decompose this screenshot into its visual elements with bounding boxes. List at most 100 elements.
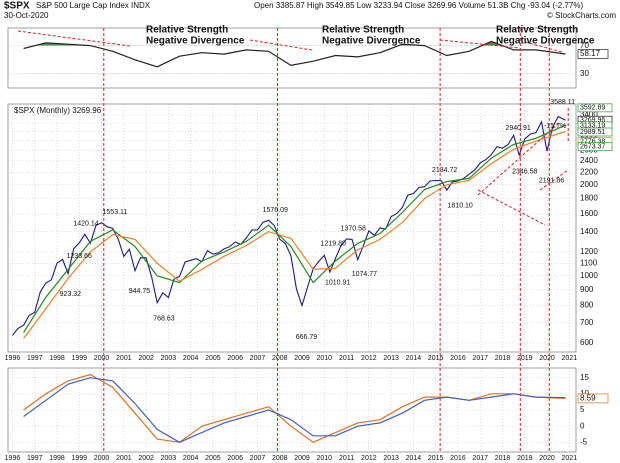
- x-tick-label: 2015: [428, 455, 444, 462]
- y-tick-label: 1800: [580, 194, 598, 203]
- y-tick-label: 1600: [580, 209, 598, 218]
- right-value-label: 2776.38: [580, 139, 605, 146]
- x-tick-label: 2014: [406, 355, 422, 362]
- x-tick-label: 2018: [495, 355, 511, 362]
- series-line: [23, 377, 566, 443]
- rsi-oversold-area: [23, 73, 566, 74]
- annotation: Relative Strength: [496, 25, 578, 36]
- x-tick-label: 2002: [138, 355, 154, 362]
- x-tick-label: 2010: [317, 355, 333, 362]
- x-tick-label: 2018: [495, 455, 511, 462]
- x-tick-label: 2009: [294, 455, 310, 462]
- y-tick-label: 15: [580, 373, 589, 382]
- y-tick-label: 1200: [580, 247, 598, 256]
- series-line: [12, 115, 566, 336]
- symbol: $SPX: [4, 1, 30, 12]
- y-tick-label: 2200: [580, 167, 598, 176]
- peak-label: 1074.77: [352, 271, 377, 278]
- x-tick-label: 2013: [383, 355, 399, 362]
- x-tick-label: 2007: [250, 455, 266, 462]
- last-value-box: [577, 393, 609, 404]
- y-tick-label: 0: [580, 421, 585, 430]
- x-tick-label: 2012: [361, 355, 377, 362]
- drawdown-label: -15.7%: [544, 123, 566, 130]
- trend-line: [477, 121, 561, 196]
- panel-frame: [7, 103, 577, 353]
- series-line: [23, 130, 566, 339]
- x-tick-label: 2015: [428, 355, 444, 362]
- y-tick-label: 2400: [580, 156, 598, 165]
- peak-label: 2346.58: [512, 169, 537, 176]
- x-tick-label: 2017: [472, 455, 488, 462]
- peak-label: 1370.58: [341, 225, 366, 232]
- x-tick-label: 2001: [116, 455, 132, 462]
- x-tick-label: 2000: [94, 455, 110, 462]
- series-line: [23, 124, 566, 333]
- panel-frame: [7, 367, 577, 453]
- annotation: Relative Strength: [322, 25, 404, 36]
- y-tick-label: 900: [580, 285, 594, 294]
- series-line: [23, 373, 566, 443]
- x-tick-label: 2005: [205, 355, 221, 362]
- y-tick-label: 3400: [580, 110, 598, 119]
- x-tick-label: 2020: [539, 455, 555, 462]
- x-tick-label: 2008: [272, 455, 288, 462]
- x-tick-label: 1998: [49, 355, 65, 362]
- x-tick-label: 2016: [450, 455, 466, 462]
- x-tick-label: 2010: [317, 455, 333, 462]
- peak-label: 2134.72: [432, 167, 457, 174]
- x-tick-label: 1999: [71, 455, 87, 462]
- peak-label: 768.63: [153, 315, 175, 322]
- x-tick-label: 2004: [183, 355, 199, 362]
- series-line: [23, 40, 566, 68]
- right-value-label: 2989.51: [580, 129, 605, 136]
- x-tick-label: 2004: [183, 455, 199, 462]
- annotation: Negative Divergence: [496, 36, 595, 47]
- x-tick-label: 2000: [94, 355, 110, 362]
- x-tick-label: 1999: [71, 355, 87, 362]
- x-tick-label: 2001: [116, 355, 132, 362]
- last-value-label: 58.17: [580, 49, 601, 58]
- peak-label: 1576.09: [263, 207, 288, 214]
- x-tick-label: 2011: [339, 455, 354, 462]
- x-tick-label: 2014: [406, 455, 422, 462]
- x-tick-label: 2013: [383, 455, 399, 462]
- x-tick-label: 1996: [5, 455, 21, 462]
- legend: $SPX (Monthly) 3269.96: [14, 106, 102, 115]
- x-tick-label: 1997: [27, 355, 43, 362]
- source: © StockCharts.com: [547, 11, 616, 20]
- y-tick-label: -5: [580, 437, 588, 446]
- y-tick-label: 600: [580, 338, 594, 347]
- y-tick-label: 2000: [580, 180, 598, 189]
- right-value-label: 3133.19: [580, 123, 605, 130]
- right-value-label: 3269.96: [580, 117, 605, 124]
- annotation: Relative Strength: [146, 25, 228, 36]
- peak-label: 666.79: [296, 334, 318, 341]
- right-value-box: [577, 142, 613, 152]
- x-tick-label: 2003: [161, 355, 177, 362]
- trend-line: [539, 169, 569, 191]
- quote: Open 3385.87 High 3549.85 Low 3233.94 Cl…: [254, 1, 583, 10]
- x-tick-label: 2006: [227, 455, 243, 462]
- right-value-box: [577, 127, 613, 137]
- right-value-box: [577, 103, 613, 113]
- peak-label: 1810.10: [448, 203, 473, 210]
- y-tick-label: 700: [580, 318, 594, 327]
- y-tick-label: 10: [580, 389, 589, 398]
- x-tick-label: 2019: [517, 455, 533, 462]
- x-tick-label: 2021: [562, 455, 578, 462]
- x-tick-label: 2009: [294, 355, 310, 362]
- y-tick-label: 70: [580, 41, 589, 50]
- peak-label: 3588.11: [550, 99, 575, 106]
- y-tick-label: 1400: [580, 227, 598, 236]
- last-value-label: 8.59: [580, 394, 596, 403]
- x-tick-label: 1996: [5, 355, 21, 362]
- y-tick-label: 30: [580, 69, 589, 78]
- x-tick-label: 2005: [205, 455, 221, 462]
- x-tick-label: 2017: [472, 355, 488, 362]
- y-tick-label: 800: [580, 300, 594, 309]
- x-tick-label: 2008: [272, 355, 288, 362]
- right-value-label: 2673.37: [580, 144, 605, 151]
- x-tick-label: 2007: [250, 355, 266, 362]
